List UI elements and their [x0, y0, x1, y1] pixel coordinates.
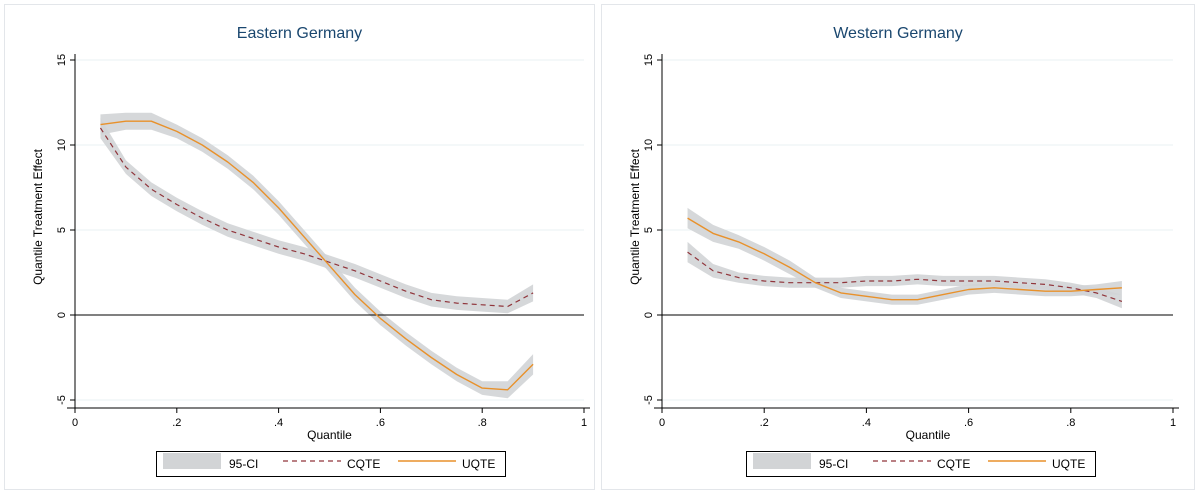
- legend-item-cqte: CQTE: [867, 452, 982, 476]
- y-tick-label-0: 0: [643, 312, 655, 318]
- legend-key-ci: [163, 453, 221, 469]
- x-tick-label-0-8: .8: [1066, 417, 1075, 429]
- legend-item-cqte: CQTE: [277, 452, 392, 476]
- x-tick-label-0-2: .2: [760, 417, 769, 429]
- y-tick-label-15: 15: [643, 54, 655, 66]
- y-tick-label-5: 5: [56, 227, 68, 233]
- legend-label-ci: 95-CI: [229, 457, 259, 471]
- y-axis-label: Quantile Treatment Effect: [31, 149, 45, 285]
- legend-item-uqte: UQTE: [392, 452, 507, 476]
- legend-label-uqte: UQTE: [1052, 457, 1086, 471]
- x-tick-label-1: 1: [1170, 417, 1176, 429]
- y-tick-label--5: -5: [56, 395, 68, 405]
- y-tick-label--5: -5: [643, 395, 655, 405]
- series-line-cqte: [687, 251, 1123, 302]
- y-tick-label-15: 15: [56, 54, 68, 66]
- series-line-uqte: [687, 217, 1122, 301]
- y-tick-label-10: 10: [643, 139, 655, 151]
- plot-area-western-germany: -5 0 5 10 15 0 .2 .4 .6 .8 1: [643, 54, 1179, 429]
- chart-title: Western Germany: [833, 25, 963, 42]
- legend-item-ci: 95-CI: [157, 452, 277, 476]
- legend-key-cqte: [873, 460, 931, 462]
- ci-band-uqte: [100, 112, 534, 399]
- x-tick-label-0-4: .4: [862, 417, 871, 429]
- y-axis-label: Quantile Treatment Effect: [628, 149, 642, 285]
- y-tick-label-5: 5: [643, 227, 655, 233]
- legend-label-cqte: CQTE: [347, 457, 381, 471]
- legend-key-uqte: [398, 460, 456, 462]
- y-axis-label-box: Quantile Treatment Effect: [628, 149, 642, 285]
- y-tick-label-10: 10: [56, 139, 68, 151]
- legend: 95-CI CQTE UQTE: [156, 451, 506, 477]
- x-tick-label-0-6: .6: [376, 417, 385, 429]
- legend-label-cqte: CQTE: [937, 457, 971, 471]
- ci-band-uqte: [687, 207, 1122, 305]
- legend-label-ci: 95-CI: [819, 457, 849, 471]
- y-axis-label-box: Quantile Treatment Effect: [31, 149, 45, 285]
- panel-eastern-germany: -5 0 5 10 15 0 .2 .4 .6 .8 1 Eastern Germany Quant…: [4, 4, 595, 490]
- ci-band-cqte: [100, 117, 534, 314]
- legend-ci-swatch: [163, 453, 221, 469]
- panel-western-germany: -5 0 5 10 15 0 .2 .4 .6 .8 1 Western Germany Quant…: [601, 4, 1195, 490]
- legend-key-cqte: [283, 460, 341, 462]
- legend-item-ci: 95-CI: [747, 452, 867, 476]
- legend: 95-CI CQTE UQTE: [746, 451, 1096, 477]
- x-tick-label-0: 0: [72, 417, 78, 429]
- x-tick-label-0-2: .2: [172, 417, 181, 429]
- y-tick-label-0: 0: [56, 312, 68, 318]
- legend-item-uqte: UQTE: [982, 452, 1097, 476]
- x-tick-label-0-8: .8: [478, 417, 487, 429]
- x-axis-label: Quantile: [905, 428, 951, 442]
- series-line-uqte: [100, 120, 534, 391]
- x-tick-label-0-4: .4: [274, 417, 283, 429]
- legend-key-ci: [753, 453, 811, 469]
- legend-key-uqte: [988, 460, 1046, 462]
- plot-area-eastern-germany: -5 0 5 10 15 0 .2 .4 .6 .8 1: [56, 54, 590, 429]
- x-axis-label: Quantile: [307, 428, 352, 442]
- legend-label-uqte: UQTE: [462, 457, 496, 471]
- series-line-cqte: [99, 127, 534, 308]
- x-tick-label-1: 1: [581, 417, 587, 429]
- chart-title: Eastern Germany: [236, 25, 363, 42]
- legend-ci-swatch: [753, 453, 811, 469]
- x-tick-label-0-6: .6: [964, 417, 973, 429]
- x-tick-label-0: 0: [659, 417, 665, 429]
